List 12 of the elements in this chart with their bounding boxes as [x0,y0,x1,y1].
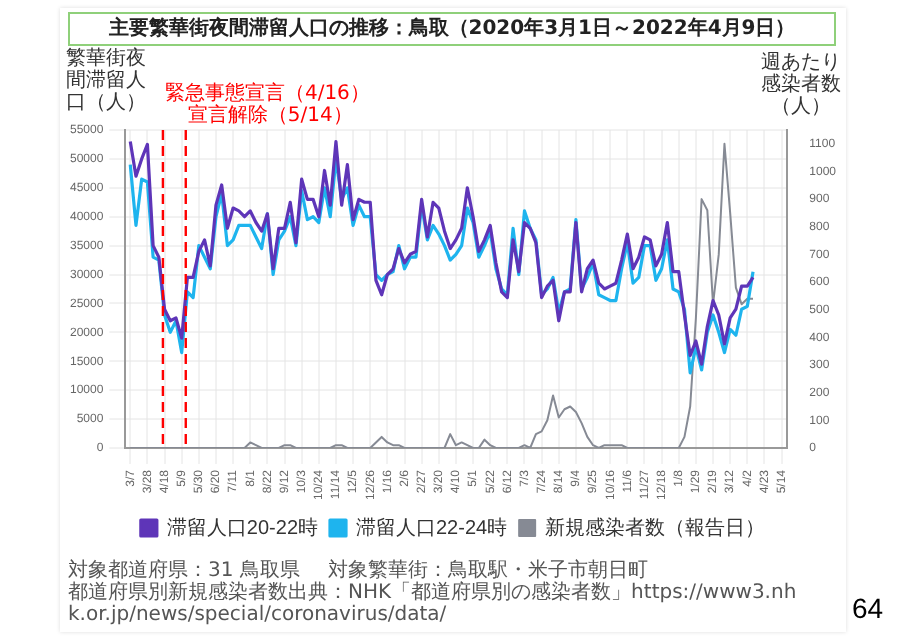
legend-label: 滞留人口20-22時 [166,515,318,540]
text: 都道府県別新規感染者数出典：NHK「都道府県別の感染者数」https://www3.nhk.or.jp/news/special/coronavirus/data/ [68,582,799,626]
y2-axis-title: 週あたり感染者数（人） [760,52,842,118]
text: 対象繁華街：鳥取駅・米子市朝日町 [327,560,648,582]
legend-label: 新規感染者数（報告日） [545,515,766,540]
y-axis-title: 繁華街夜間滞留人口（人） [66,48,148,114]
ref-line-label: 緊急事態宣言（4/16） [164,81,370,106]
ref-line-label: 宣言解除（5/14） [187,103,353,128]
chart-title: 主要繁華街夜間滞留人口の推移：鳥取（2020年3月1日～2022年4月9日） [68,12,836,46]
legend-label: 滞留人口22-24時 [356,515,508,540]
text: 64 [852,592,884,624]
text: 対象都道府県：31 鳥取県 [68,560,300,582]
